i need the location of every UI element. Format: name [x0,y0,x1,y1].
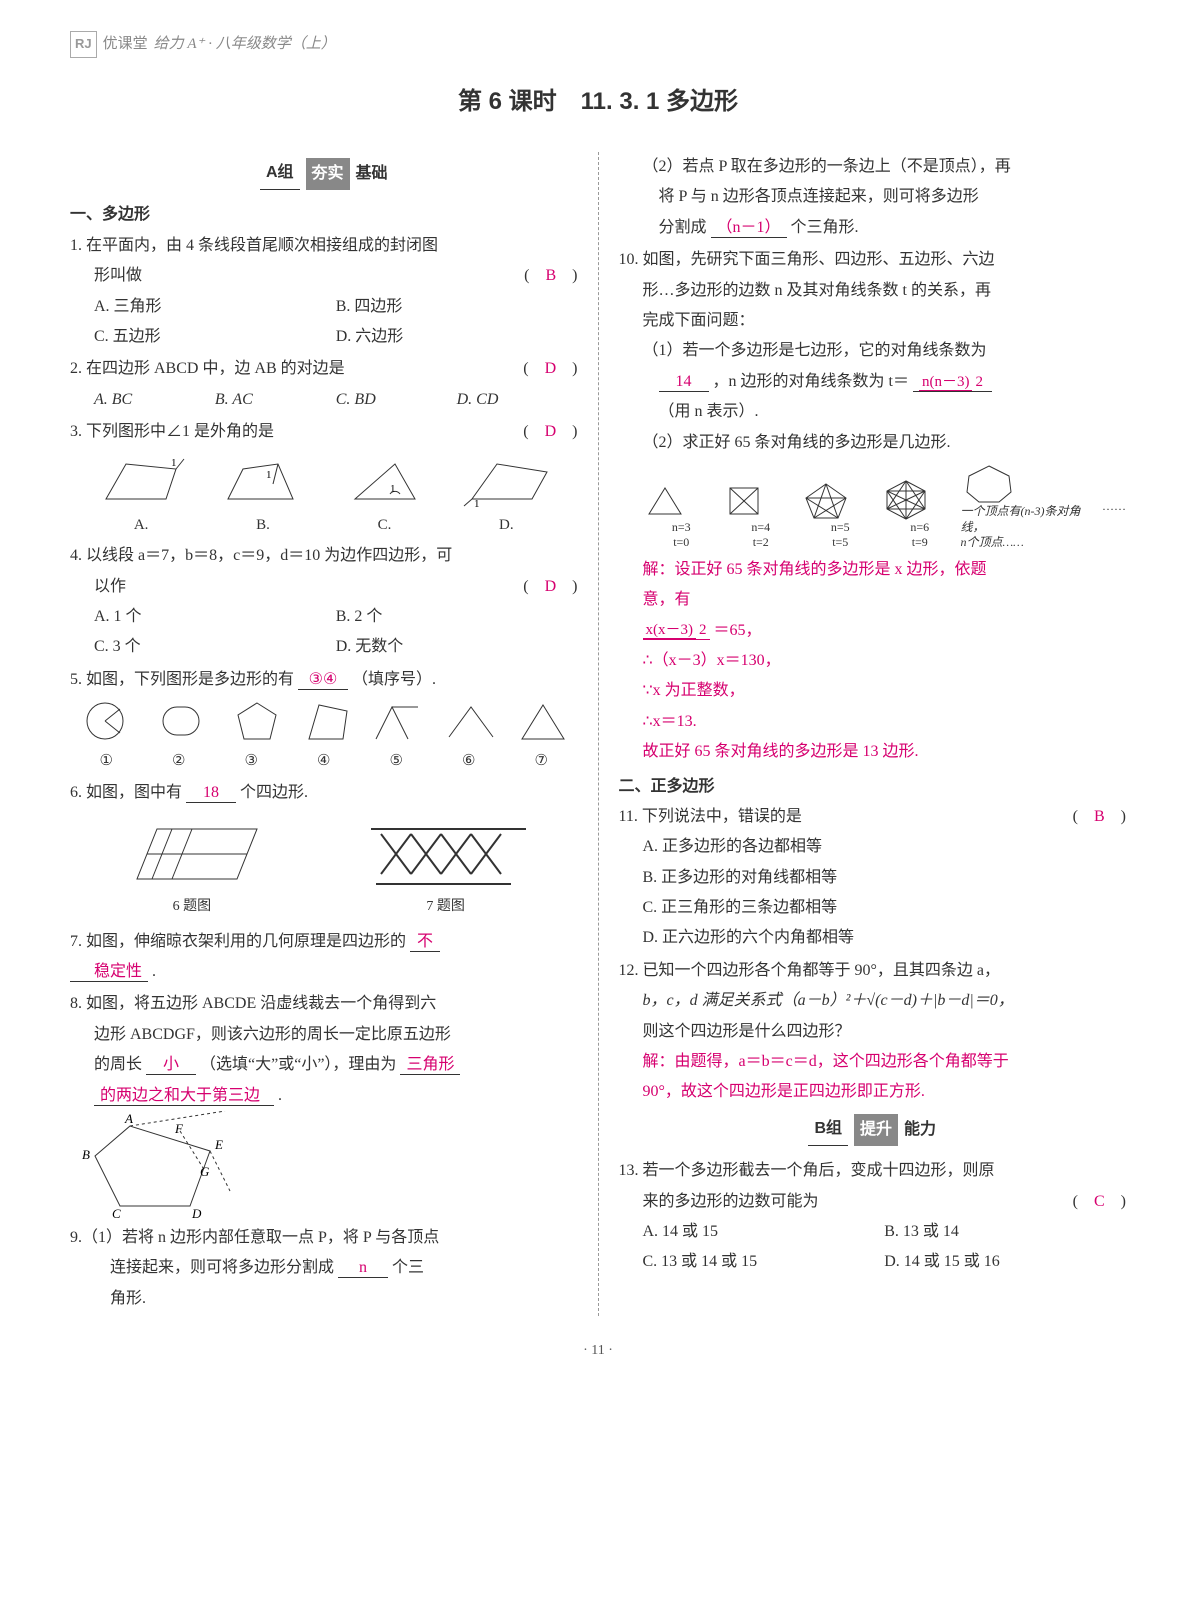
q8-figure: A B C D E F G [70,1111,240,1221]
q11-answer: B [1094,808,1105,825]
q7-answer-part2: 稳定性 [70,962,148,982]
q8-answer2: 的两边之和大于第三边 [94,1086,274,1106]
section-2-head: 二、正多边形 [619,772,1127,802]
q10-answer1: 14 [659,372,709,392]
q6-figure [117,814,267,894]
question-3: 3. 下列图形中∠1 是外角的是 ( D ) 1 1 1 1 A. B. C. … [70,417,578,539]
svg-text:1: 1 [474,498,480,509]
series-name: 优课堂 [103,30,148,59]
question-12: 12. 已知一个四边形各个角都等于 90°，且其四条边 a， b，c，d 满足关… [619,956,1127,1108]
q2-answer: D [545,360,557,377]
svg-text:1: 1 [171,457,177,469]
right-column: （2）若点 P 取在多边形的一条边上（不是顶点），再 将 P 与 n 边形各顶点… [619,152,1127,1316]
q10-answer2: n(n－3)2 [913,372,992,392]
q3-fig-d: 1 [462,454,552,509]
q8-answer1: 小 [146,1055,196,1075]
question-11: 11. 下列说法中，错误的是 ( B ) A. 正多边形的各边都相等 B. 正多… [619,802,1127,954]
page-number: · 11 · [70,1338,1126,1365]
question-5: 5. 如图，下列图形是多边形的有 ③④ （填序号）. ① ② ③ ④ ⑤ ⑥ [70,665,578,776]
q3-fig-c: 1 [340,454,430,509]
question-1: 1. 在平面内，由 4 条线段首尾顺次相接组成的封闭图 形叫做 ( B ) A.… [70,231,578,353]
svg-text:1: 1 [390,483,396,495]
question-9: 9.（1）若将 n 边形内部任意取一点 P，将 P 与各顶点 连接起来，则可将多… [70,1223,578,1314]
q5-shapes [70,695,578,747]
q3-answer: D [545,423,557,440]
question-6: 6. 如图，图中有 18 个四边形. 6 题图 [70,778,578,921]
question-8: 8. 如图，将五边形 ABCDE 沿虚线裁去一个角得到六 边形 ABCDGF，则… [70,989,578,1221]
svg-text:F: F [174,1121,184,1136]
group-a-label: A组 夯实 基础 [70,158,578,190]
left-column: A组 夯实 基础 一、多边形 1. 在平面内，由 4 条线段首尾顺次相接组成的封… [70,152,578,1316]
q6-answer: 18 [186,783,236,803]
page-title: 第 6 课时 11. 3. 1 多边形 [70,79,1126,125]
question-13: 13. 若一个多边形截去一个角后，变成十四边形，则原 来的多边形的边数可能为 (… [619,1156,1127,1278]
q4-answer: D [545,578,557,595]
q3-fig-a: 1 [96,454,186,509]
q1-answer: B [545,267,556,284]
svg-text:G: G [200,1164,210,1179]
question-7: 7. 如图，伸缩晾衣架利用的几何原理是四边形的 不 稳定性 . [70,927,578,988]
q3-figures: 1 1 1 1 [70,454,578,509]
page-header: RJ 优课堂 给力 A⁺ · 八年级数学（上） [70,30,1126,59]
q9-answer2: （n－1） [711,218,787,238]
svg-text:E: E [214,1137,223,1152]
svg-text:D: D [191,1206,202,1221]
series-sub: 给力 A⁺ · 八年级数学（上） [154,30,336,59]
q3-fig-b: 1 [218,454,308,509]
q5-answer: ③④ [298,670,348,690]
question-9-part2: （2）若点 P 取在多边形的一条边上（不是顶点），再 将 P 与 n 边形各顶点… [619,152,1127,243]
q13-answer: C [1094,1193,1105,1210]
svg-text:C: C [112,1206,121,1221]
q7-figure [361,814,531,894]
q10-polygon-row: n=3t=0 n=4t=2 n=5t=5 n=6t=9 一个顶 [619,462,1127,551]
svg-text:A: A [124,1111,133,1126]
logo-badge: RJ [70,31,97,58]
q9-answer1: n [338,1258,388,1278]
group-b-label: B组 提升 能力 [619,1114,1127,1146]
question-10: 10. 如图，先研究下面三角形、四边形、五边形、六边 形…多边形的边数 n 及其… [619,245,1127,767]
question-2: 2. 在四边形 ABCD 中，边 AB 的对边是 ( D ) A. BC B. … [70,354,578,415]
question-4: 4. 以线段 a＝7，b＝8，c＝9，d＝10 为边作四边形，可 以作 ( D … [70,541,578,663]
q7-answer-part1: 不 [410,932,440,952]
svg-text:B: B [82,1147,90,1162]
section-1-head: 一、多边形 [70,200,578,230]
svg-text:1: 1 [266,469,272,481]
